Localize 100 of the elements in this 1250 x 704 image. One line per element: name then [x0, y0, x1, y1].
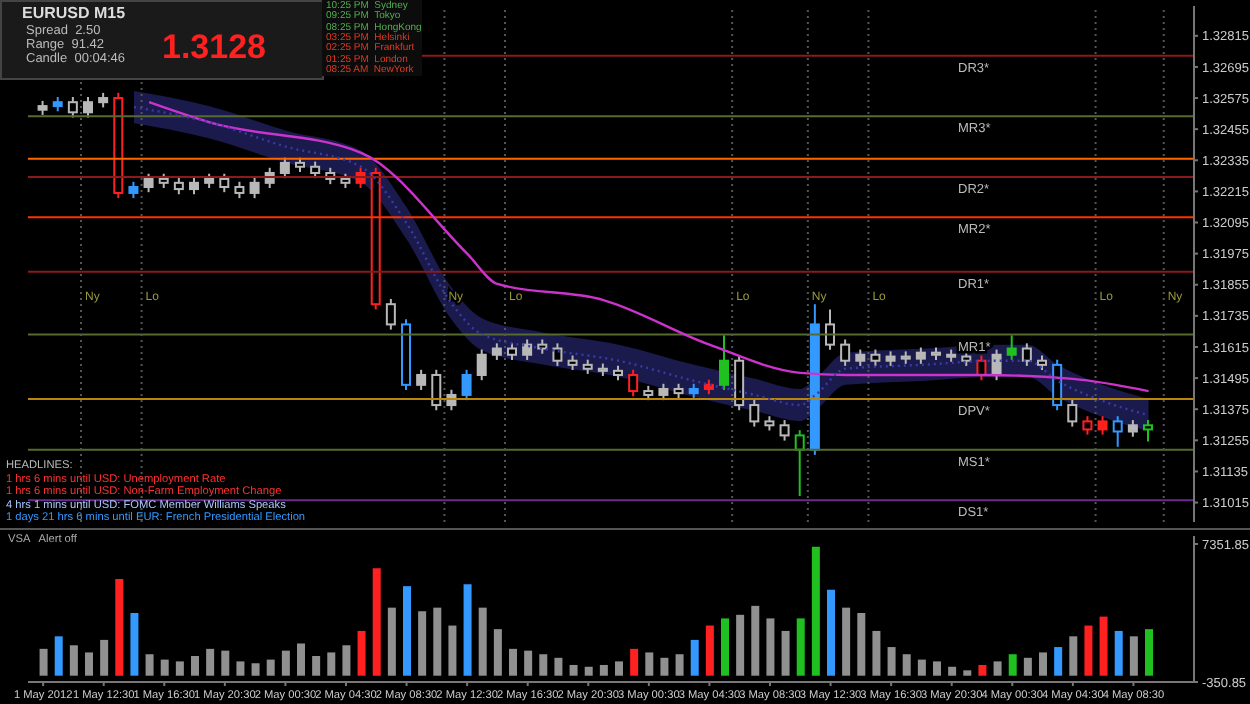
candlestick: [279, 156, 290, 180]
bar: [796, 618, 805, 676]
candlestick: [719, 334, 729, 392]
bar: [917, 659, 926, 676]
bar: [902, 654, 911, 676]
bar: [811, 546, 820, 676]
bar: [736, 614, 745, 676]
bar: [1099, 616, 1108, 676]
bar: [1054, 647, 1063, 676]
bar: [236, 661, 245, 676]
bar: [1008, 654, 1017, 676]
bar: [342, 645, 351, 676]
bar: [660, 657, 669, 676]
bar: [1129, 636, 1138, 676]
candlestick: [219, 172, 230, 194]
bar: [872, 630, 881, 676]
bar: [857, 613, 866, 676]
bar: [191, 656, 199, 676]
bar: [478, 607, 487, 676]
bar: [175, 661, 184, 676]
candlestick: [825, 308, 835, 351]
bar: [766, 618, 775, 676]
bar: [509, 648, 517, 676]
bar: [933, 661, 941, 676]
bar: [993, 661, 1002, 676]
bar: [827, 589, 835, 676]
bar: [524, 650, 533, 676]
bar: [569, 664, 578, 676]
annotation: 1.3128: [162, 28, 266, 66]
bar: [781, 630, 790, 676]
bar: [85, 652, 93, 676]
candlestick: [1021, 342, 1032, 367]
bar: [418, 611, 427, 676]
bar: [630, 648, 639, 676]
bar: [645, 652, 654, 676]
bar: [266, 659, 275, 676]
bar: [357, 630, 366, 676]
bar: [387, 607, 396, 676]
bar: [206, 648, 215, 676]
bar: [281, 650, 290, 676]
bar: [327, 652, 336, 676]
bar: [978, 664, 987, 676]
bar: [1069, 636, 1078, 676]
bar: [615, 661, 623, 676]
candlestick: [1067, 398, 1078, 428]
candlestick: [83, 96, 93, 119]
candlestick: [628, 368, 639, 398]
candlestick: [1143, 419, 1153, 443]
candlestick: [779, 419, 790, 442]
bar: [599, 664, 608, 676]
candlestick: [794, 429, 805, 498]
bar: [721, 618, 729, 676]
bar: [1114, 630, 1123, 676]
bar: [705, 625, 714, 676]
bar: [948, 666, 957, 676]
bar: [675, 654, 684, 676]
bar: [463, 584, 472, 676]
bar: [751, 605, 760, 676]
candlestick: [461, 368, 472, 402]
candlestick: [1097, 415, 1108, 436]
candlestick: [249, 176, 260, 200]
bar: [1023, 657, 1032, 676]
bar: [690, 639, 699, 676]
bar: [842, 607, 851, 676]
candlestick: [1006, 334, 1017, 361]
candlestick: [840, 338, 851, 367]
bar: [312, 656, 321, 676]
candlestick: [1082, 415, 1093, 436]
bar: [130, 613, 139, 676]
candlestick: [552, 342, 563, 367]
bar: [372, 568, 381, 676]
bar: [554, 657, 563, 676]
bar: [1039, 652, 1047, 676]
bar: [221, 650, 230, 676]
chart-title: EURUSD M15: [22, 4, 126, 22]
bar: [54, 636, 63, 676]
bar: [160, 659, 169, 676]
bar: [100, 639, 109, 676]
bar: [39, 648, 48, 676]
candlestick: [749, 398, 760, 428]
bar: [1145, 629, 1153, 676]
bar: [69, 645, 78, 676]
bar: [433, 607, 442, 676]
candlestick: [522, 338, 533, 361]
bar: [584, 666, 593, 676]
bar: [1084, 625, 1093, 676]
bar: [403, 586, 411, 676]
bar: [448, 625, 457, 676]
bar: [297, 643, 305, 676]
candlestick: [476, 348, 487, 382]
candlestick: [67, 96, 78, 119]
bar: [145, 654, 154, 676]
candlestick: [1112, 415, 1123, 448]
candlestick: [143, 172, 154, 194]
bar: [539, 654, 548, 676]
candlestick: [385, 298, 396, 331]
bar: [115, 578, 124, 676]
bar: [887, 647, 896, 676]
bar: [493, 629, 502, 676]
candlestick: [416, 368, 427, 392]
